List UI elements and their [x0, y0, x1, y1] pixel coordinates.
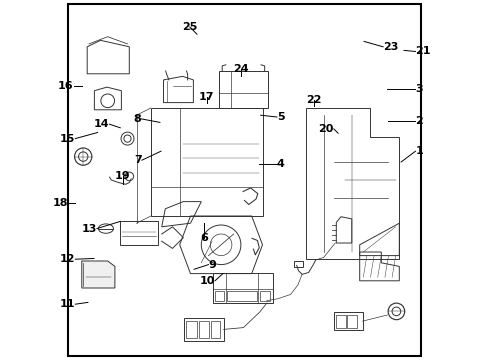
Text: 18: 18 — [53, 198, 68, 208]
Bar — [347, 315, 356, 328]
Text: 14: 14 — [94, 119, 109, 129]
Text: 19: 19 — [115, 171, 130, 181]
Bar — [186, 321, 197, 338]
Text: 9: 9 — [208, 260, 216, 270]
Text: 17: 17 — [199, 92, 214, 102]
Text: 22: 22 — [305, 95, 321, 105]
Text: 11: 11 — [60, 299, 75, 309]
Text: 24: 24 — [233, 64, 248, 74]
Text: 2: 2 — [415, 116, 423, 126]
Text: 10: 10 — [199, 276, 215, 286]
Text: 4: 4 — [276, 159, 284, 169]
Text: 7: 7 — [134, 155, 142, 165]
Bar — [259, 291, 270, 301]
Bar — [294, 261, 303, 267]
Text: 5: 5 — [276, 112, 284, 122]
Text: 16: 16 — [58, 81, 73, 91]
Bar — [211, 321, 220, 338]
Bar — [199, 321, 208, 338]
Text: 3: 3 — [415, 84, 422, 94]
Text: 21: 21 — [415, 46, 430, 57]
Text: 20: 20 — [318, 124, 333, 134]
Text: 1: 1 — [415, 146, 423, 156]
Text: 23: 23 — [382, 42, 398, 52]
Bar — [215, 291, 224, 301]
Text: 25: 25 — [182, 22, 197, 32]
Text: 12: 12 — [60, 254, 75, 264]
Bar — [120, 221, 158, 245]
Text: 6: 6 — [200, 233, 208, 243]
Text: 13: 13 — [81, 224, 97, 234]
Bar — [336, 315, 345, 328]
Bar — [219, 71, 267, 108]
Polygon shape — [81, 261, 115, 288]
Text: 8: 8 — [133, 114, 141, 124]
Text: 15: 15 — [60, 134, 75, 144]
Bar — [227, 291, 256, 301]
